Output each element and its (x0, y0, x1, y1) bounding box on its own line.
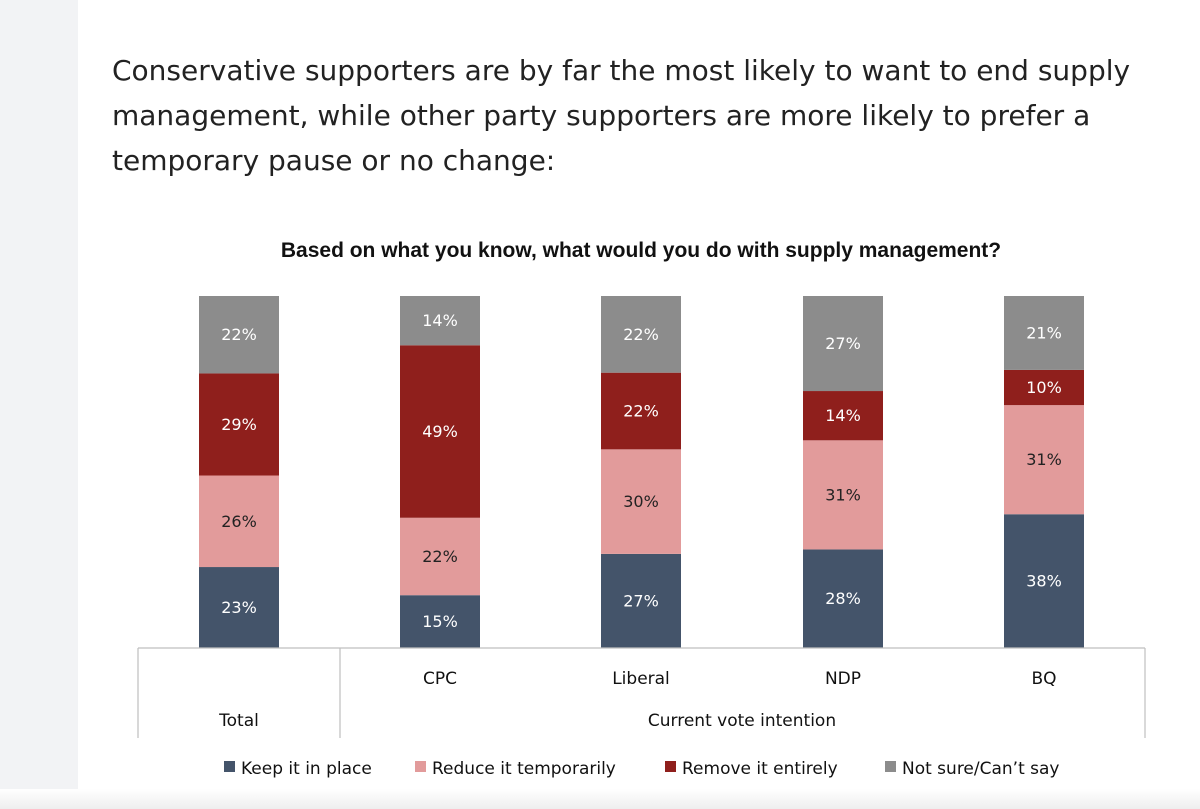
legend-label: Remove it entirely (682, 759, 838, 779)
value-label: 28% (825, 589, 861, 608)
value-label: 27% (825, 334, 861, 353)
value-label: 38% (1026, 572, 1062, 591)
bar-cpc-keep-it-in-place (400, 595, 480, 648)
category-axis: CPC Liberal NDP BQ Total Current vote intenti… (137, 647, 1146, 738)
bar-ndp-reduce-it-temporarily (803, 440, 883, 550)
bar-total-remove-it-entirely (199, 373, 279, 476)
value-label: 10% (1026, 378, 1062, 397)
bar-total-keep-it-in-place (199, 567, 279, 648)
value-label: 21% (1026, 323, 1062, 342)
value-label: 22% (422, 547, 458, 566)
value-label: 29% (221, 415, 257, 434)
bar-bq-not-sure-can-t-say (1004, 296, 1084, 370)
bar-total-reduce-it-temporarily (199, 475, 279, 568)
bar-ndp-remove-it-entirely (803, 391, 883, 441)
category-label: NDP (825, 669, 861, 689)
group-label: Current vote intention (648, 711, 836, 731)
bar-ndp-not-sure-can-t-say (803, 296, 883, 392)
bar-bq-keep-it-in-place (1004, 514, 1084, 648)
value-label: 22% (623, 402, 659, 421)
bar-total-not-sure-can-t-say (199, 296, 279, 374)
value-label: 31% (1026, 450, 1062, 469)
value-label: 27% (623, 591, 659, 610)
chart-legend: Keep it in place Reduce it temporarily Rem… (224, 759, 1060, 779)
value-label: 22% (623, 325, 659, 344)
bar-cpc-remove-it-entirely (400, 345, 480, 518)
legend-swatch (224, 761, 235, 772)
bar-bq-reduce-it-temporarily (1004, 405, 1084, 515)
value-label: 14% (825, 406, 861, 425)
bar-liberal-remove-it-entirely (601, 372, 681, 450)
value-label: 26% (221, 512, 257, 531)
category-label: CPC (423, 669, 457, 689)
legend-label: Keep it in place (241, 759, 372, 779)
value-label: 31% (825, 485, 861, 504)
bar-liberal-keep-it-in-place (601, 553, 681, 648)
bar-ndp-keep-it-in-place (803, 549, 883, 648)
legend-swatch (885, 761, 896, 772)
intro-paragraph: Conservative supporters are by far the m… (112, 54, 1131, 177)
bar-bq-remove-it-entirely (1004, 369, 1084, 406)
bar-liberal-not-sure-can-t-say (601, 296, 681, 373)
bars-layer: 23% 26% 29% 22% 15% 22% 49% 14% 27% 30% 22% 22% 28% 3… (199, 296, 1084, 648)
value-label: 49% (422, 422, 458, 441)
value-label: 30% (623, 492, 659, 511)
bottom-edge (0, 789, 1200, 809)
legend-swatch (415, 761, 426, 772)
value-label: 15% (422, 612, 458, 631)
bar-cpc-not-sure-can-t-say (400, 296, 480, 346)
legend-label: Reduce it temporarily (432, 759, 616, 779)
legend-label: Not sure/Can’t say (902, 759, 1060, 779)
bar-liberal-reduce-it-temporarily (601, 449, 681, 554)
category-label: Liberal (612, 669, 670, 689)
left-margin-strip (0, 0, 78, 809)
value-label: 23% (221, 598, 257, 617)
chart-title: Based on what you know, what would you d… (281, 239, 1001, 262)
value-label: 14% (422, 311, 458, 330)
group-label: Total (218, 711, 259, 731)
value-label: 22% (221, 325, 257, 344)
bar-cpc-reduce-it-temporarily (400, 517, 480, 596)
legend-swatch (665, 761, 676, 772)
category-label: BQ (1031, 669, 1056, 689)
